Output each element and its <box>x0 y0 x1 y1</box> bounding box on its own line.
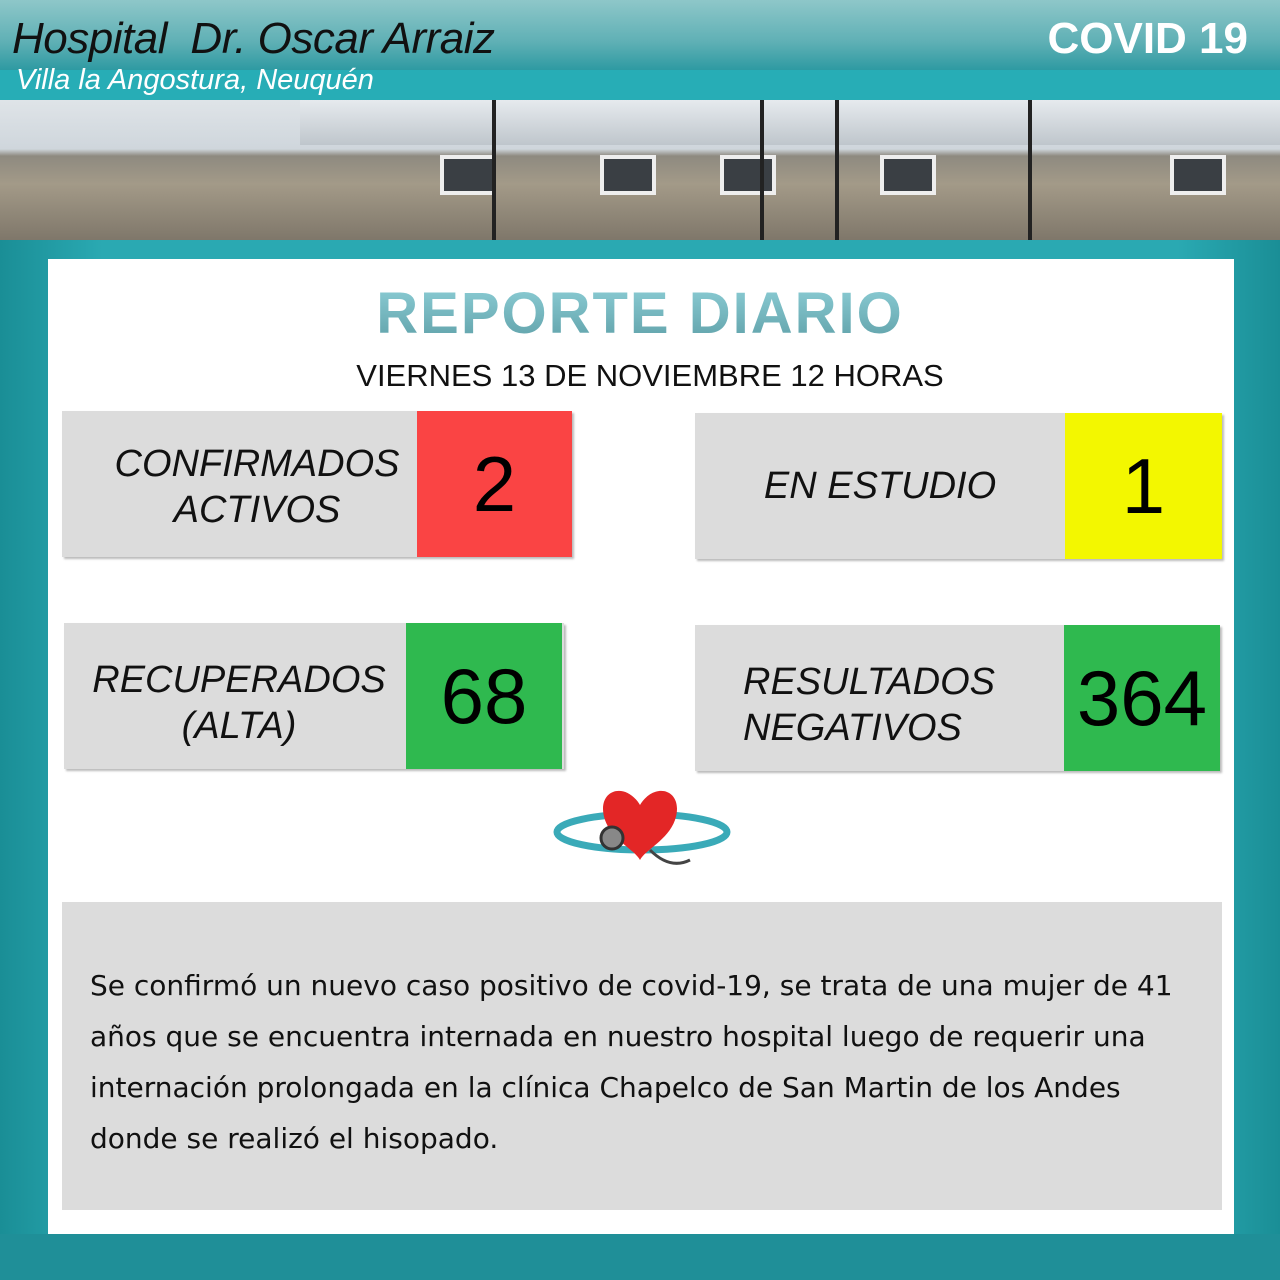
stat-value: 2 <box>417 411 572 557</box>
report-note: Se confirmó un nuevo caso positivo de co… <box>62 902 1222 1210</box>
hospital-photo <box>0 100 1280 240</box>
report-title: REPORTE DIARIO <box>0 280 1280 347</box>
hospital-name: Hospital Dr. Oscar Arraiz <box>12 14 495 63</box>
stat-negativos: RESULTADOS NEGATIVOS 364 <box>695 625 1220 771</box>
location: Villa la Angostura, Neuquén <box>16 64 374 96</box>
stat-confirmados: CONFIRMADOS ACTIVOS 2 <box>62 411 572 557</box>
stat-label: ACTIVOS <box>173 489 341 531</box>
stat-label: RECUPERADOS <box>92 659 386 701</box>
covid-badge: COVID 19 <box>1047 14 1248 63</box>
report-date: VIERNES 13 DE NOVIEMBRE 12 HORAS <box>356 358 944 393</box>
stat-en-estudio: EN ESTUDIO 1 <box>695 413 1222 559</box>
subheader-bar <box>0 70 1280 100</box>
heart-stethoscope-icon <box>553 790 731 865</box>
header-bar <box>0 0 1280 70</box>
stat-label: EN ESTUDIO <box>763 465 997 507</box>
stat-recuperados: RECUPERADOS (ALTA) 68 <box>64 623 564 769</box>
stat-value: 68 <box>406 623 562 769</box>
stat-value: 364 <box>1064 625 1220 771</box>
stat-value: 1 <box>1065 413 1222 559</box>
stat-label: NEGATIVOS <box>743 707 962 749</box>
stat-label: (ALTA) <box>181 705 297 747</box>
footer-bar <box>0 1234 1280 1280</box>
stat-label: CONFIRMADOS <box>114 443 400 485</box>
stat-label: RESULTADOS <box>743 661 995 703</box>
